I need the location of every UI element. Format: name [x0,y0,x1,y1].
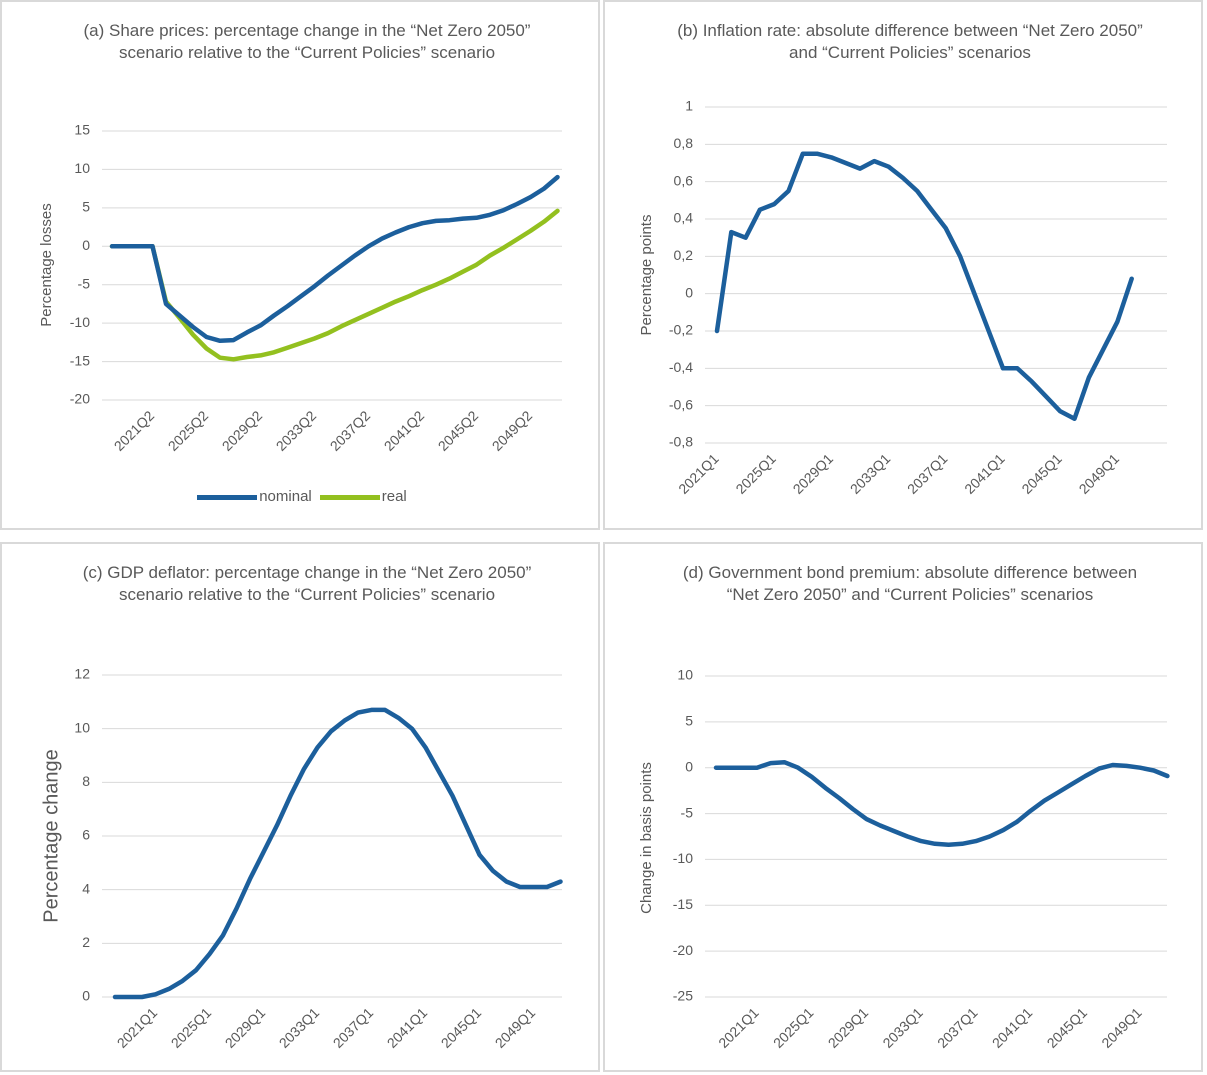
x-tick-label: 2021Q2 [111,407,158,454]
x-tick-label: 2041Q1 [989,1004,1036,1051]
x-tick-label: 2025Q1 [732,450,779,497]
y-tick-label: -5 [681,804,694,820]
y-tick-label: 10 [677,667,693,683]
x-tick-label: 2033Q1 [847,450,894,497]
y-tick-label: 4 [82,880,90,896]
y-tick-label: 0,4 [674,210,694,226]
chart-title: (b) Inflation rate: absolute difference … [677,21,1143,62]
x-tick-label: 2049Q1 [1098,1004,1145,1051]
y-tick-label: 10 [74,719,90,735]
chart: -20 -15 -10 -5 0 5 10 15 2021Q2 2025Q2 2029Q2 2033Q… [38,122,562,454]
x-tick-label: 2037Q1 [330,1004,377,1051]
y-tick-label: -0,8 [669,434,693,450]
chart-title: (c) GDP deflator: percentage change in t… [82,563,532,604]
line [713,759,1170,848]
x-tick-label: 2025Q1 [770,1004,817,1051]
x-tick-label: 2045Q1 [438,1004,485,1051]
y-tick-label: 5 [82,199,90,215]
x-tick-label: 2045Q1 [1018,450,1065,497]
y-tick-label: -20 [673,942,693,958]
x-tick-label: 2037Q1 [934,1004,981,1051]
y-tick-label: 6 [82,827,90,843]
legend-label: real [381,488,407,505]
y-tick-label: -5 [78,275,91,291]
panel: (d) Government bond premium: absolute di… [603,542,1203,1072]
panel: (b) Inflation rate: absolute difference … [603,0,1203,530]
line [112,707,563,1000]
y-tick-label: 12 [74,666,90,682]
y-axis-label: Percentage points [638,215,655,336]
y-tick-label: 0 [82,237,90,253]
y-tick-label: 0,2 [674,247,694,263]
line [714,151,1134,421]
y-tick-label: -0,6 [669,396,693,412]
y-tick-label: 2 [82,934,90,950]
y-tick-label: -0,2 [669,322,693,338]
x-tick-label: 2033Q2 [273,407,320,454]
y-tick-label: -15 [673,896,693,912]
x-tick-label: 2049Q2 [489,407,536,454]
y-tick-label: -25 [673,988,693,1004]
chart: -0,8 -0,6 -0,4 -0,2 0 0,2 0,4 0,6 0,8 1 2021Q1 2025… [638,98,1167,497]
legend-label: nominal [259,488,312,505]
x-tick-label: 2049Q1 [492,1004,539,1051]
x-tick-label: 2025Q1 [168,1004,215,1051]
x-tick-label: 2041Q1 [384,1004,431,1051]
line [109,208,560,362]
legend-item: nominal [197,488,312,505]
x-tick-label: 2041Q1 [961,450,1008,497]
x-tick-label: 2021Q1 [114,1004,161,1051]
x-tick-label: 2033Q1 [276,1004,323,1051]
y-tick-label: -15 [70,352,90,368]
y-tick-label: 0 [685,284,693,300]
y-axis-label: Percentage change [40,749,62,922]
x-tick-label: 2021Q1 [715,1004,762,1051]
y-tick-label: 1 [685,98,693,114]
x-tick-label: 2029Q1 [790,450,837,497]
x-tick-label: 2041Q2 [381,407,428,454]
legend: nominal real [2,488,602,505]
y-axis-label: Percentage losses [38,203,55,326]
x-tick-label: 2029Q1 [825,1004,872,1051]
y-tick-label: 8 [82,773,90,789]
y-tick-label: -10 [70,314,90,330]
x-tick-label: 2045Q1 [1044,1004,1091,1051]
y-tick-label: 0,6 [674,172,694,188]
y-tick-label: 0 [82,988,90,1004]
panel: (c) GDP deflator: percentage change in t… [0,542,600,1072]
y-tick-label: -0,4 [669,359,693,375]
x-tick-label: 2033Q1 [879,1004,926,1051]
x-tick-label: 2037Q2 [327,407,374,454]
legend-swatch [319,494,380,500]
line [109,174,560,344]
y-tick-label: 10 [74,160,90,176]
x-tick-label: 2029Q1 [222,1004,269,1051]
legend-swatch [197,494,258,500]
x-tick-label: 2045Q2 [435,407,482,454]
y-tick-label: -10 [673,850,693,866]
x-tick-label: 2025Q2 [165,407,212,454]
chart-title: (d) Government bond premium: absolute di… [682,563,1138,604]
panel: (a) Share prices: percentage change in t… [0,0,600,530]
x-tick-label: 2049Q1 [1076,450,1123,497]
y-tick-label: 0,8 [674,135,694,151]
legend-item: real [319,488,407,505]
y-tick-label: 0 [685,758,693,774]
y-tick-label: 5 [685,713,693,729]
chart-title: (a) Share prices: percentage change in t… [83,21,531,62]
x-tick-label: 2021Q1 [675,450,722,497]
y-tick-label: 15 [74,122,90,138]
x-tick-label: 2037Q1 [904,450,951,497]
y-axis-label: Change in basis points [638,762,655,914]
y-tick-label: -20 [70,391,90,407]
x-tick-label: 2029Q2 [219,407,266,454]
chart: -25 -20 -15 -10 -5 0 5 10 2021Q1 2025Q1 2029Q1 2033… [638,667,1170,1051]
